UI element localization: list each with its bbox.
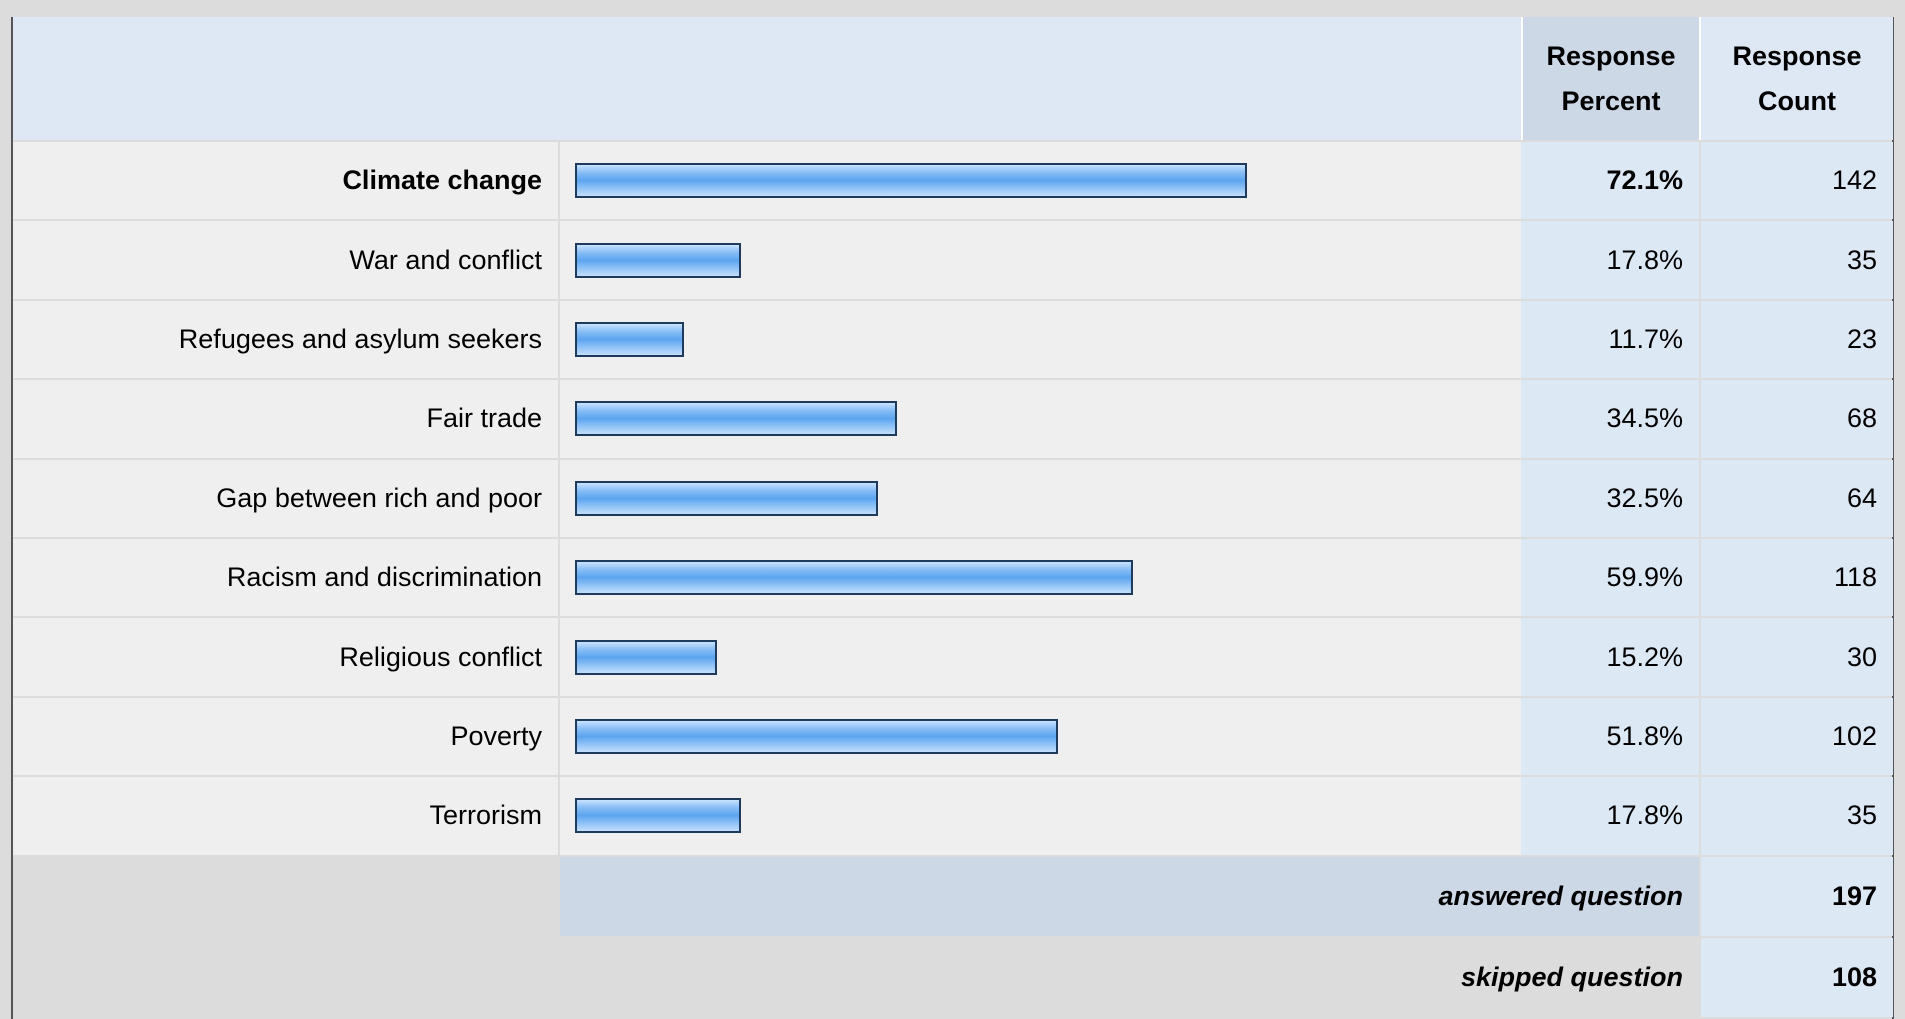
row-label: Refugees and asylum seekers <box>13 300 558 379</box>
response-percent: 17.8% <box>1521 777 1699 855</box>
bar <box>575 639 717 675</box>
response-percent: 59.9% <box>1521 539 1699 617</box>
bar <box>575 560 1134 596</box>
bar-cell <box>560 300 1521 379</box>
response-percent: 51.8% <box>1521 697 1699 776</box>
header-percent: Response Percent <box>1521 17 1699 140</box>
bar-cell <box>560 618 1521 696</box>
bar <box>575 163 1247 199</box>
response-percent: 11.7% <box>1521 300 1699 379</box>
response-count: 35 <box>1701 221 1893 299</box>
footer-blank <box>13 937 558 1017</box>
response-percent: 32.5% <box>1521 459 1699 537</box>
bar <box>575 401 897 437</box>
response-percent: 15.2% <box>1521 618 1699 696</box>
response-percent: 72.1% <box>1521 142 1699 220</box>
response-count: 64 <box>1701 459 1893 537</box>
row-label: Fair trade <box>13 380 558 458</box>
response-percent: 17.8% <box>1521 221 1699 299</box>
footer-blank <box>13 856 558 936</box>
bar <box>575 798 741 834</box>
bar <box>575 242 741 278</box>
response-count: 68 <box>1701 380 1893 458</box>
row-label: Gap between rich and poor <box>13 459 558 537</box>
response-count: 142 <box>1701 142 1893 220</box>
bar <box>575 480 878 516</box>
response-count: 30 <box>1701 618 1893 696</box>
footer-count: 108 <box>1701 937 1893 1017</box>
header-count: Response Count <box>1699 17 1893 140</box>
row-label: War and conflict <box>13 221 558 299</box>
bar <box>575 322 685 357</box>
bar <box>575 719 1058 754</box>
row-label: Poverty <box>13 697 558 776</box>
footer-count: 197 <box>1701 856 1893 936</box>
row-label: Religious conflict <box>13 618 558 696</box>
header-blank <box>13 17 1521 140</box>
row-label: Climate change <box>13 142 558 220</box>
table-frame <box>11 17 1894 1019</box>
footer-label: answered question <box>560 856 1699 936</box>
response-count: 102 <box>1701 697 1893 776</box>
row-label: Racism and discrimination <box>13 539 558 617</box>
response-percent: 34.5% <box>1521 380 1699 458</box>
response-count: 23 <box>1701 300 1893 379</box>
response-count: 35 <box>1701 777 1893 855</box>
response-count: 118 <box>1701 539 1893 617</box>
footer-label: skipped question <box>560 937 1699 1017</box>
row-label: Terrorism <box>13 777 558 855</box>
